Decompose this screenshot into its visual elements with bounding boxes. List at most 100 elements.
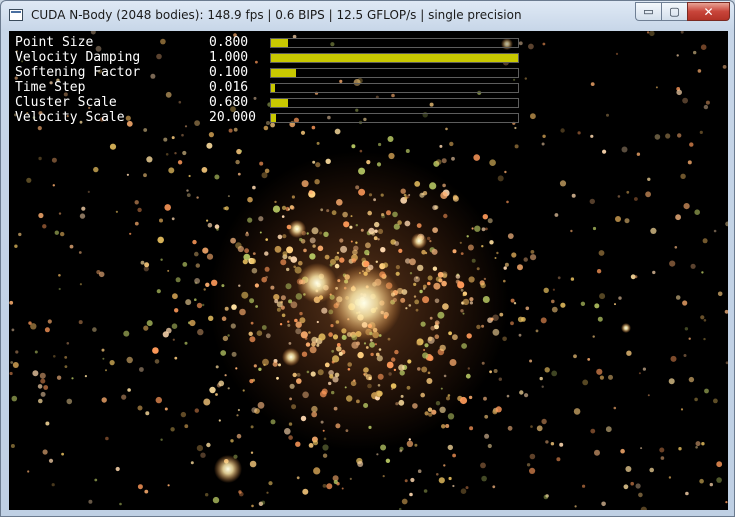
particle bbox=[432, 266, 438, 271]
particle bbox=[391, 93, 395, 98]
particle bbox=[316, 141, 320, 145]
particle bbox=[397, 220, 402, 225]
particle bbox=[378, 142, 382, 147]
particle bbox=[302, 488, 309, 495]
particle bbox=[310, 371, 316, 377]
particle bbox=[589, 198, 595, 205]
particle bbox=[416, 338, 424, 346]
particle bbox=[441, 424, 446, 429]
particle bbox=[53, 355, 56, 358]
particle bbox=[542, 134, 546, 138]
particle bbox=[442, 303, 449, 310]
particle bbox=[291, 404, 297, 410]
particle bbox=[349, 225, 353, 229]
particle bbox=[368, 425, 372, 429]
particle bbox=[469, 297, 474, 302]
particle bbox=[357, 77, 363, 84]
particle bbox=[252, 252, 256, 256]
particle bbox=[654, 134, 661, 140]
particle bbox=[647, 394, 650, 397]
softening-factor-slider[interactable] bbox=[270, 68, 519, 78]
particle bbox=[492, 314, 499, 321]
particle bbox=[167, 269, 170, 272]
particle bbox=[250, 321, 254, 325]
particle bbox=[422, 284, 427, 289]
particle bbox=[37, 126, 42, 131]
particle bbox=[81, 206, 86, 211]
simulation-canvas[interactable]: Point Size 0.800 Velocity Damping 1.000 … bbox=[9, 31, 728, 510]
param-value: 0.680 bbox=[209, 95, 249, 110]
particle bbox=[242, 259, 248, 265]
particle bbox=[647, 177, 651, 181]
particle bbox=[452, 249, 457, 254]
particle bbox=[12, 362, 19, 368]
particle bbox=[398, 248, 403, 253]
particle bbox=[304, 337, 308, 340]
particle bbox=[596, 269, 602, 274]
particle bbox=[341, 487, 344, 490]
particle bbox=[436, 473, 439, 476]
particle bbox=[462, 298, 470, 306]
particle bbox=[152, 347, 159, 354]
particle bbox=[328, 381, 332, 386]
particle bbox=[311, 125, 316, 130]
particle bbox=[330, 324, 334, 328]
app-icon[interactable] bbox=[9, 9, 23, 21]
particle bbox=[435, 159, 442, 165]
particle bbox=[433, 160, 440, 167]
particle bbox=[480, 282, 486, 289]
particle bbox=[380, 444, 387, 451]
particle bbox=[669, 260, 676, 267]
particle bbox=[725, 361, 728, 365]
particle bbox=[78, 251, 82, 254]
particle bbox=[292, 34, 297, 39]
particle bbox=[194, 278, 201, 284]
particle bbox=[412, 403, 418, 409]
particle bbox=[316, 343, 320, 347]
particle bbox=[451, 156, 455, 161]
velocity-damping-slider[interactable] bbox=[270, 53, 519, 63]
particle bbox=[321, 388, 328, 395]
particle bbox=[239, 308, 246, 316]
particle bbox=[263, 363, 266, 367]
particle bbox=[484, 433, 490, 439]
close-button[interactable]: ✕ bbox=[687, 2, 730, 21]
minimize-button[interactable]: ▭ bbox=[635, 2, 661, 21]
particle bbox=[281, 215, 285, 218]
particle bbox=[350, 240, 353, 243]
point-size-slider[interactable] bbox=[270, 38, 519, 48]
particle bbox=[285, 283, 292, 290]
particle bbox=[487, 443, 492, 449]
particle bbox=[371, 231, 376, 236]
particle bbox=[590, 428, 596, 434]
particle bbox=[201, 167, 208, 173]
particle bbox=[363, 117, 367, 122]
particle bbox=[270, 122, 275, 128]
particle bbox=[380, 193, 384, 197]
particle bbox=[258, 216, 264, 222]
particle bbox=[134, 200, 139, 205]
time-step-slider[interactable] bbox=[270, 83, 519, 93]
particle bbox=[625, 466, 632, 472]
maximize-button[interactable]: ▢ bbox=[661, 2, 687, 21]
particle bbox=[127, 388, 131, 392]
particle bbox=[497, 175, 504, 182]
particle bbox=[626, 190, 630, 194]
particle bbox=[324, 362, 330, 368]
particle bbox=[212, 496, 220, 504]
particle bbox=[374, 343, 377, 346]
particle bbox=[469, 301, 473, 305]
particle bbox=[9, 300, 14, 305]
title-bar[interactable]: CUDA N-Body (2048 bodies): 148.9 fps | 0… bbox=[1, 1, 734, 31]
particle bbox=[224, 374, 227, 377]
particle bbox=[482, 214, 488, 220]
particle bbox=[526, 463, 531, 467]
particle bbox=[441, 280, 447, 287]
particle bbox=[336, 199, 343, 206]
velocity-scale-slider[interactable] bbox=[270, 113, 519, 123]
cluster-scale-slider[interactable] bbox=[270, 98, 519, 108]
particle bbox=[282, 251, 288, 256]
particle bbox=[626, 350, 632, 356]
particle bbox=[406, 195, 410, 199]
particle bbox=[489, 370, 492, 374]
